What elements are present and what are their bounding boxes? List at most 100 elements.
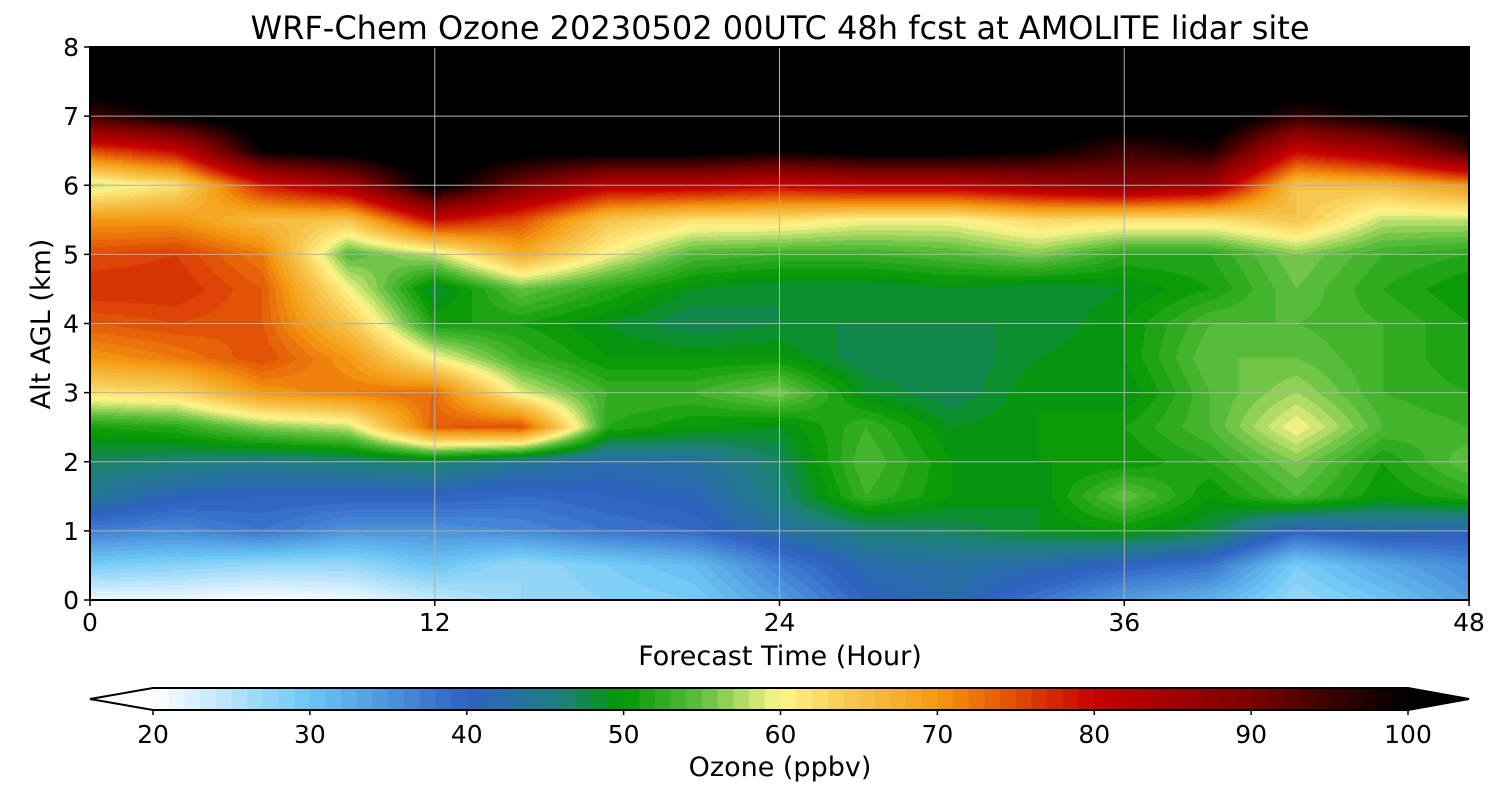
colorbar-segment: [529, 688, 546, 710]
colorbar-segment: [1266, 688, 1284, 710]
colorbar-segment: [1015, 688, 1033, 710]
colorbar-segment: [717, 688, 735, 710]
colorbar-extend-max: [1408, 688, 1469, 710]
colorbar-segment: [874, 688, 891, 710]
colorbar-segment: [1282, 688, 1299, 710]
colorbar-segment: [623, 688, 640, 710]
colorbar-segment: [1172, 688, 1189, 710]
colorbar-segment: [278, 688, 295, 710]
x-axis-ticks: 0 12 24 36 48: [82, 600, 1485, 637]
x-tick-label: 48: [1453, 608, 1485, 637]
colorbar-tick-label: 70: [921, 720, 953, 749]
colorbar-segment: [325, 688, 342, 710]
colorbar-segment: [341, 688, 358, 710]
colorbar-segment: [1392, 688, 1409, 710]
colorbar-segment: [1298, 688, 1315, 710]
colorbar-tick-label: 30: [294, 720, 326, 749]
colorbar-extend-min: [90, 688, 153, 710]
colorbar-segment: [984, 688, 1001, 710]
colorbar-segment: [1031, 688, 1048, 710]
colorbar-segment: [780, 688, 797, 710]
colorbar-tick-label: 60: [765, 720, 797, 749]
colorbar-segment: [1078, 688, 1095, 710]
colorbar-segment: [1345, 688, 1362, 710]
colorbar-segment: [1125, 688, 1142, 710]
colorbar-tick-label: 40: [451, 720, 483, 749]
y-tick-label: 3: [63, 379, 79, 408]
colorbar-segment: [419, 688, 436, 710]
colorbar-segment: [827, 688, 844, 710]
colorbar-segment: [1360, 688, 1378, 710]
colorbar-segment: [1376, 688, 1393, 710]
colorbar-segment: [1047, 688, 1064, 710]
y-axis-ticks: 0 1 2 3 4 5 6 7 8: [63, 33, 90, 615]
colorbar-tick-label: 90: [1235, 720, 1267, 749]
colorbar-segment: [592, 688, 609, 710]
colorbar-segment: [1062, 688, 1080, 710]
colorbar-segment: [231, 688, 248, 710]
colorbar-segment: [796, 688, 813, 710]
colorbar-tick-label: 50: [608, 720, 640, 749]
y-tick-label: 0: [63, 586, 79, 615]
colorbar-segment: [1204, 688, 1221, 710]
colorbar-segment: [262, 688, 280, 710]
colorbar-segment: [921, 688, 938, 710]
colorbar-segment: [764, 688, 782, 710]
colorbar: 20 30 40 50 60 70 80 90 100: [89, 687, 1470, 749]
colorbar-segment: [749, 688, 766, 710]
colorbar-segment: [545, 688, 562, 710]
colorbar-segment: [1157, 688, 1174, 710]
colorbar-segment: [1235, 688, 1252, 710]
colorbar-tick-label: 80: [1078, 720, 1110, 749]
colorbar-segment: [1219, 688, 1237, 710]
colorbar-segment: [953, 688, 970, 710]
x-tick-label: 12: [419, 608, 451, 637]
y-axis-label: Alt AGL (km): [26, 239, 57, 410]
x-tick-label: 36: [1108, 608, 1140, 637]
colorbar-segment: [1141, 688, 1158, 710]
colorbar-segment: [1094, 688, 1111, 710]
colorbar-segment: [843, 688, 860, 710]
colorbar-segment: [1251, 688, 1268, 710]
colorbar-segment: [372, 688, 389, 710]
x-tick-label: 0: [82, 608, 98, 637]
colorbar-segment: [1313, 688, 1331, 710]
colorbar-segment: [639, 688, 656, 710]
colorbar-segment: [309, 688, 327, 710]
colorbar-segment: [968, 688, 986, 710]
colorbar-segment: [670, 688, 687, 710]
colorbar-segment: [215, 688, 233, 710]
colorbar-segment: [184, 688, 201, 710]
chart-title: WRF-Chem Ozone 20230502 00UTC 48h fcst a…: [250, 9, 1309, 47]
colorbar-segment: [607, 688, 625, 710]
colorbar-segment: [702, 688, 719, 710]
y-tick-label: 8: [63, 33, 79, 62]
colorbar-segment: [466, 688, 484, 710]
colorbar-segment: [937, 688, 954, 710]
colorbar-segment: [498, 688, 515, 710]
y-tick-label: 1: [63, 517, 79, 546]
colorbar-segment: [153, 688, 170, 710]
colorbar-segment: [890, 688, 907, 710]
colorbar-segment: [356, 688, 374, 710]
y-tick-label: 5: [63, 240, 79, 269]
colorbar-segment: [811, 688, 829, 710]
colorbar-segment: [1188, 688, 1205, 710]
x-axis-label: Forecast Time (Hour): [638, 641, 922, 672]
colorbar-tick-label: 100: [1384, 720, 1432, 749]
colorbar-segment: [560, 688, 578, 710]
colorbar-tick-label: 20: [137, 720, 169, 749]
grid-lines: [90, 47, 1469, 600]
colorbar-segment: [404, 688, 421, 710]
x-tick-label: 24: [764, 608, 796, 637]
colorbar-segment: [451, 688, 468, 710]
y-tick-label: 2: [63, 448, 79, 477]
colorbar-segment: [1000, 688, 1017, 710]
colorbar-segment: [168, 688, 185, 710]
colorbar-segment: [686, 688, 703, 710]
colorbar-segment: [388, 688, 405, 710]
colorbar-segment: [1109, 688, 1127, 710]
colorbar-segment: [435, 688, 452, 710]
colorbar-label: Ozone (ppbv): [689, 752, 872, 783]
